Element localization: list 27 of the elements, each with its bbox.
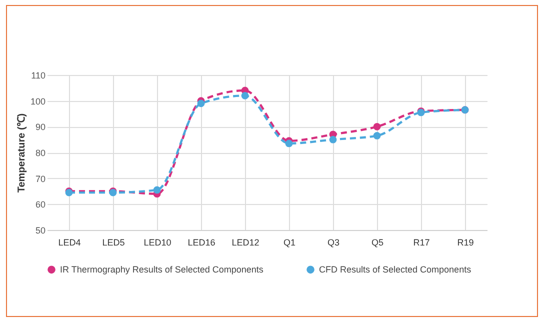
x-tick-label: Q5 xyxy=(371,238,384,248)
point xyxy=(197,100,205,108)
y-tick-label: 60 xyxy=(35,200,46,210)
x-tick-label: LED5 xyxy=(102,238,125,248)
point xyxy=(285,140,293,148)
y-tick-label: 100 xyxy=(30,96,46,106)
legend-label: CFD Results of Selected Components xyxy=(319,264,472,275)
x-tick-label: Q1 xyxy=(283,238,296,248)
point xyxy=(153,186,161,194)
y-tick-label: 70 xyxy=(35,174,46,184)
y-tick-label: 80 xyxy=(35,148,46,158)
x-tick-label: LED4 xyxy=(58,238,81,248)
y-axis-title: Temperature (℃) xyxy=(16,113,28,193)
point xyxy=(241,92,249,100)
point xyxy=(373,122,381,130)
point xyxy=(373,132,381,140)
y-tick-label: 110 xyxy=(31,70,46,80)
x-tick-label: LED12 xyxy=(232,238,260,248)
x-tick-label: LED16 xyxy=(188,238,216,248)
y-tick-label: 90 xyxy=(35,122,46,132)
x-tick-label: LED10 xyxy=(144,238,172,248)
x-tick-label: R17 xyxy=(413,238,430,248)
y-tick-label: 50 xyxy=(35,226,46,236)
legend-label: IR Thermography Results of Selected Components xyxy=(60,264,264,275)
x-tick-label: R19 xyxy=(457,238,474,248)
point xyxy=(329,136,337,144)
x-tick-label: Q3 xyxy=(327,238,340,248)
